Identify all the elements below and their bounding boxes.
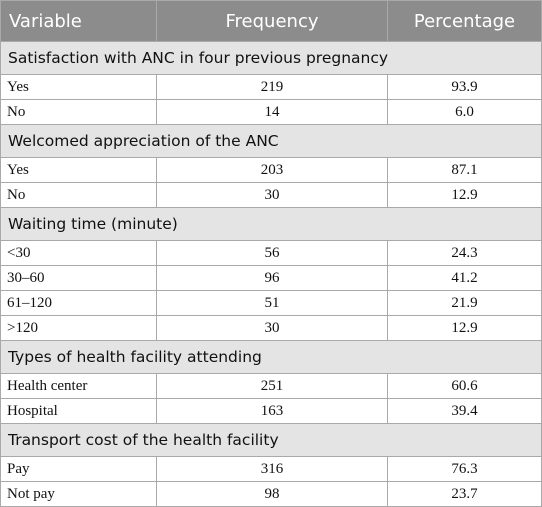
cell-variable: Yes bbox=[0, 74, 157, 100]
cell-variable: Pay bbox=[0, 456, 157, 482]
section-title: Welcomed appreciation of the ANC bbox=[0, 124, 542, 158]
cell-percentage: 41.2 bbox=[387, 265, 542, 291]
section-title: Satisfaction with ANC in four previous p… bbox=[0, 41, 542, 75]
section-header-row: Transport cost of the health facility bbox=[0, 423, 542, 457]
section-title: Waiting time (minute) bbox=[0, 207, 542, 241]
cell-frequency: 98 bbox=[156, 481, 388, 507]
header-variable: Variable bbox=[0, 0, 157, 42]
table-row: No 14 6.0 bbox=[0, 99, 542, 125]
cell-frequency: 219 bbox=[156, 74, 388, 100]
cell-percentage: 23.7 bbox=[387, 481, 542, 507]
cell-variable: 61–120 bbox=[0, 290, 157, 316]
header-frequency: Frequency bbox=[156, 0, 388, 42]
table-row: Hospital 163 39.4 bbox=[0, 398, 542, 424]
cell-percentage: 93.9 bbox=[387, 74, 542, 100]
section-title: Transport cost of the health facility bbox=[0, 423, 542, 457]
section-header-row: Satisfaction with ANC in four previous p… bbox=[0, 41, 542, 75]
table-row: >120 30 12.9 bbox=[0, 315, 542, 341]
table-body: Satisfaction with ANC in four previous p… bbox=[0, 41, 542, 507]
cell-frequency: 203 bbox=[156, 157, 388, 183]
cell-percentage: 87.1 bbox=[387, 157, 542, 183]
cell-frequency: 30 bbox=[156, 182, 388, 208]
cell-frequency: 163 bbox=[156, 398, 388, 424]
header-percentage: Percentage bbox=[387, 0, 542, 42]
cell-percentage: 12.9 bbox=[387, 182, 542, 208]
table-row: Pay 316 76.3 bbox=[0, 456, 542, 482]
cell-frequency: 251 bbox=[156, 373, 388, 399]
cell-variable: <30 bbox=[0, 240, 157, 266]
cell-percentage: 21.9 bbox=[387, 290, 542, 316]
table-row: <30 56 24.3 bbox=[0, 240, 542, 266]
cell-variable: Yes bbox=[0, 157, 157, 183]
cell-percentage: 76.3 bbox=[387, 456, 542, 482]
table-header: Variable Frequency Percentage bbox=[0, 0, 542, 42]
table-row: Yes 219 93.9 bbox=[0, 74, 542, 100]
section-header-row: Welcomed appreciation of the ANC bbox=[0, 124, 542, 158]
table-row: Not pay 98 23.7 bbox=[0, 481, 542, 507]
section-header-row: Waiting time (minute) bbox=[0, 207, 542, 241]
table-row: 30–60 96 41.2 bbox=[0, 265, 542, 291]
cell-frequency: 316 bbox=[156, 456, 388, 482]
cell-frequency: 14 bbox=[156, 99, 388, 125]
cell-variable: Hospital bbox=[0, 398, 157, 424]
cell-frequency: 30 bbox=[156, 315, 388, 341]
cell-percentage: 24.3 bbox=[387, 240, 542, 266]
table-row: 61–120 51 21.9 bbox=[0, 290, 542, 316]
header-row: Variable Frequency Percentage bbox=[0, 0, 542, 42]
cell-percentage: 60.6 bbox=[387, 373, 542, 399]
cell-variable: Not pay bbox=[0, 481, 157, 507]
cell-variable: Health center bbox=[0, 373, 157, 399]
cell-variable: No bbox=[0, 182, 157, 208]
table-row: No 30 12.9 bbox=[0, 182, 542, 208]
cell-percentage: 12.9 bbox=[387, 315, 542, 341]
section-title: Types of health facility attending bbox=[0, 340, 542, 374]
cell-variable: No bbox=[0, 99, 157, 125]
section-header-row: Types of health facility attending bbox=[0, 340, 542, 374]
cell-frequency: 96 bbox=[156, 265, 388, 291]
cell-frequency: 56 bbox=[156, 240, 388, 266]
cell-variable: 30–60 bbox=[0, 265, 157, 291]
cell-percentage: 39.4 bbox=[387, 398, 542, 424]
cell-percentage: 6.0 bbox=[387, 99, 542, 125]
table-row: Health center 251 60.6 bbox=[0, 373, 542, 399]
cell-variable: >120 bbox=[0, 315, 157, 341]
cell-frequency: 51 bbox=[156, 290, 388, 316]
table-row: Yes 203 87.1 bbox=[0, 157, 542, 183]
